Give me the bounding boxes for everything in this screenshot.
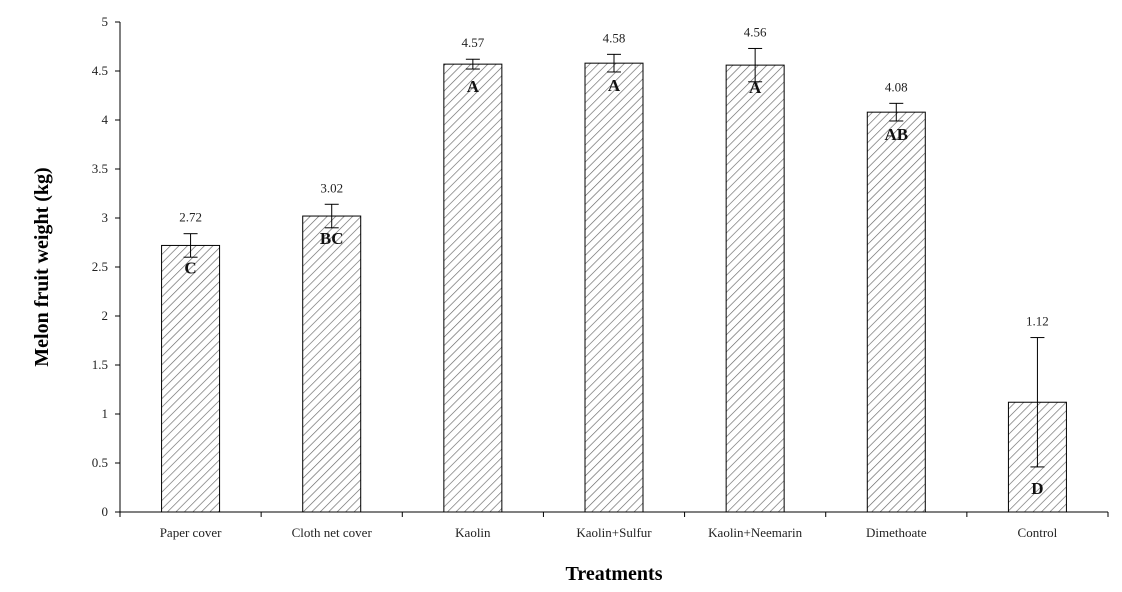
y-tick-label: 3: [102, 210, 109, 225]
y-axis-ticks: 0 0.5 1 1.5 2 2.5 3 3.5 4 4.5 5: [92, 14, 120, 519]
value-label: 1.12: [1026, 314, 1049, 329]
bar: [725, 64, 785, 513]
y-tick-label: 4: [102, 112, 109, 127]
y-tick-label: 2.5: [92, 259, 108, 274]
y-axis-title: Melon fruit weight (kg): [31, 167, 53, 366]
bars: [161, 62, 1067, 513]
error-bars: [183, 47, 1045, 468]
value-label: 4.08: [885, 79, 908, 94]
bar: [584, 62, 644, 513]
bar: [302, 215, 362, 513]
y-tick-label: 3.5: [92, 161, 108, 176]
y-tick-label: 0: [102, 504, 109, 519]
x-axis-title: Treatments: [565, 563, 662, 585]
x-tick-label: Dimethoate: [866, 525, 927, 540]
significance-letter: D: [1031, 479, 1043, 498]
y-tick-label: 2: [102, 308, 109, 323]
y-tick-label: 4.5: [92, 63, 108, 78]
y-tick-label: 1.5: [92, 357, 108, 372]
value-label: 4.56: [744, 24, 767, 39]
x-tick-label: Cloth net cover: [292, 525, 373, 540]
significance-letter: A: [749, 78, 762, 97]
significance-letter: BC: [320, 229, 344, 248]
value-label: 4.57: [461, 35, 484, 50]
bar: [443, 63, 503, 513]
y-tick-label: 0.5: [92, 455, 108, 470]
bar: [866, 111, 926, 513]
bar-labels: 2.72 C 3.02 BC 4.57 A 4.58 A 4.56 A 4.08 AB 1.12 D: [179, 24, 1049, 498]
y-tick-label: 5: [102, 14, 109, 29]
significance-letter: A: [608, 76, 621, 95]
x-tick-label: Kaolin+Sulfur: [576, 525, 652, 540]
value-label: 2.72: [179, 210, 202, 225]
y-tick-label: 1: [102, 406, 109, 421]
significance-letter: AB: [884, 125, 908, 144]
x-tick-label: Kaolin: [455, 525, 491, 540]
x-axis-ticks: Paper cover Cloth net cover Kaolin Kaolin+S…: [119, 512, 1109, 540]
significance-letter: A: [467, 77, 480, 96]
x-tick-label: Control: [1018, 525, 1058, 540]
bar: [161, 244, 221, 513]
value-label: 4.58: [603, 30, 626, 45]
x-tick-label: Paper cover: [160, 525, 222, 540]
x-tick-label: Kaolin+Neemarin: [708, 525, 802, 540]
significance-letter: C: [184, 258, 196, 277]
value-label: 3.02: [320, 180, 343, 195]
